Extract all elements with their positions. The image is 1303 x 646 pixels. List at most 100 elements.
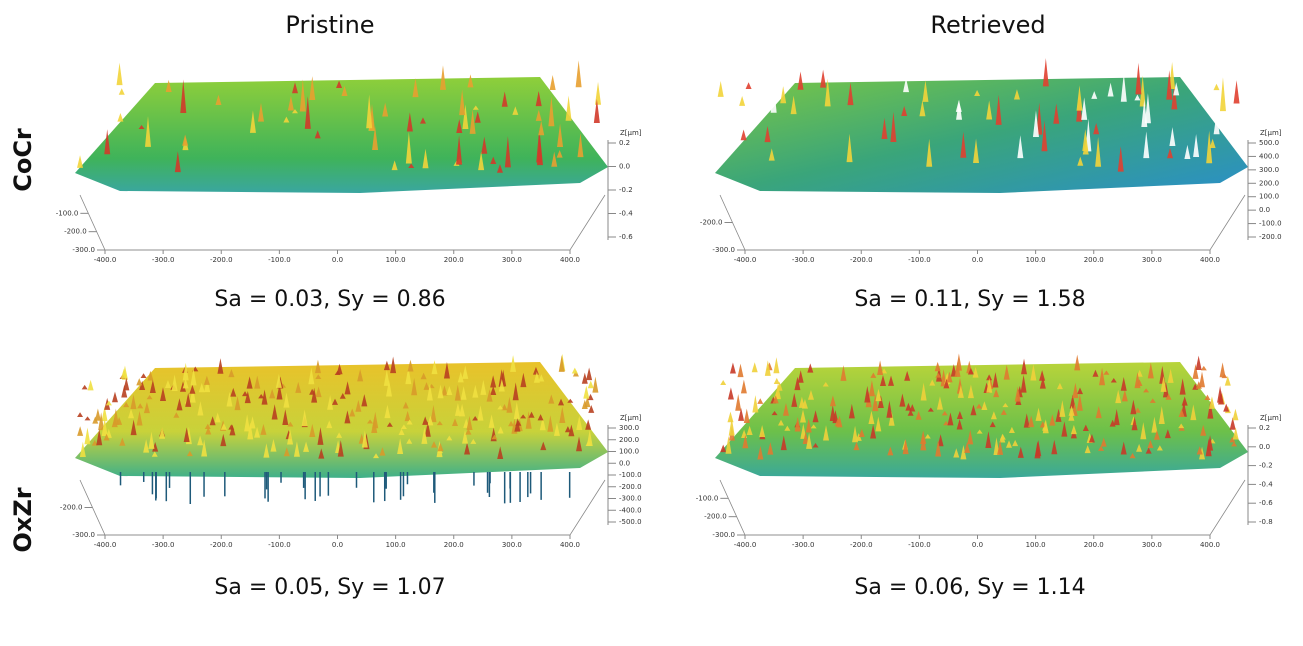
x-tick-label: 0.0 [972, 256, 983, 264]
spike [424, 421, 431, 437]
spike [121, 384, 128, 398]
spike [822, 382, 829, 387]
spike [1158, 406, 1165, 425]
spike [1130, 399, 1137, 415]
spike [886, 400, 893, 418]
row-label: CoCr [9, 128, 37, 192]
spike [1136, 379, 1143, 387]
spike [936, 396, 943, 410]
spike [1207, 401, 1214, 419]
spike [807, 363, 814, 373]
spike [336, 80, 343, 88]
spike [964, 442, 971, 453]
spike [1233, 80, 1240, 104]
spike [143, 401, 150, 414]
x-tick-label: 400.0 [560, 256, 580, 264]
y-tick-label: -200.0 [64, 228, 87, 236]
spike [1095, 405, 1102, 419]
spike [1129, 452, 1136, 459]
spike [77, 155, 84, 168]
spike [140, 373, 147, 379]
spike [164, 380, 171, 388]
surface [715, 77, 1248, 193]
spike [436, 420, 443, 426]
x-tick-label: 300.0 [1142, 256, 1162, 264]
spike [583, 385, 590, 399]
spike [853, 441, 860, 451]
spike [398, 428, 405, 435]
spike [576, 415, 583, 430]
spike [970, 404, 977, 416]
spike [201, 439, 208, 457]
spike [91, 440, 98, 446]
spike [315, 386, 322, 398]
spike [588, 405, 595, 413]
z-axis-label: Z[μm] [1260, 414, 1282, 422]
spike [1084, 445, 1091, 454]
spike [890, 111, 897, 143]
spike [404, 410, 411, 422]
spike [486, 389, 493, 402]
spike [960, 131, 967, 158]
spike [244, 391, 251, 404]
spike [985, 431, 992, 448]
spike [1223, 403, 1230, 412]
spike [1147, 362, 1154, 379]
spike [738, 407, 745, 421]
spike [299, 79, 306, 112]
spike [384, 404, 391, 419]
spike [717, 80, 724, 97]
spike [832, 410, 839, 424]
spike [315, 374, 322, 380]
spike [810, 424, 817, 429]
spike [361, 430, 368, 448]
spike [899, 393, 906, 407]
spike [1171, 84, 1178, 110]
spike [989, 421, 996, 428]
spike [593, 98, 600, 124]
spike [180, 79, 187, 114]
spike [729, 362, 736, 374]
spike [462, 429, 469, 444]
spike [462, 365, 469, 379]
spike [903, 77, 910, 93]
spike [123, 377, 130, 391]
z-tick-label: -0.2 [619, 186, 633, 194]
spike [974, 89, 981, 96]
spike [740, 129, 747, 141]
spike [1193, 133, 1200, 158]
x-tick-label: 200.0 [1084, 256, 1104, 264]
spike [955, 353, 962, 371]
spike [465, 428, 472, 435]
surface [75, 77, 608, 193]
spike [382, 102, 389, 117]
spike [568, 424, 575, 437]
spike [204, 378, 211, 393]
spike [96, 429, 103, 446]
spike [217, 358, 224, 374]
spike [1082, 141, 1089, 155]
spike [986, 100, 993, 120]
spike [1149, 398, 1156, 403]
spike [577, 133, 584, 158]
spike [1200, 424, 1207, 436]
spike [1232, 427, 1239, 440]
x-tick-label: 400.0 [1200, 256, 1220, 264]
spike [772, 395, 779, 404]
spike [520, 414, 527, 419]
spike [823, 425, 830, 441]
y-tick-label: -200.0 [60, 504, 83, 512]
spike [176, 398, 183, 411]
spike [228, 369, 235, 378]
spike [443, 362, 450, 379]
spike [829, 395, 836, 407]
spike [407, 359, 414, 372]
spike [565, 95, 572, 121]
axis-box [79, 194, 606, 251]
spike [990, 411, 997, 420]
spike [993, 437, 1000, 455]
spike [116, 417, 123, 425]
spike [558, 355, 565, 372]
spike [497, 426, 504, 434]
spike [1140, 422, 1147, 440]
